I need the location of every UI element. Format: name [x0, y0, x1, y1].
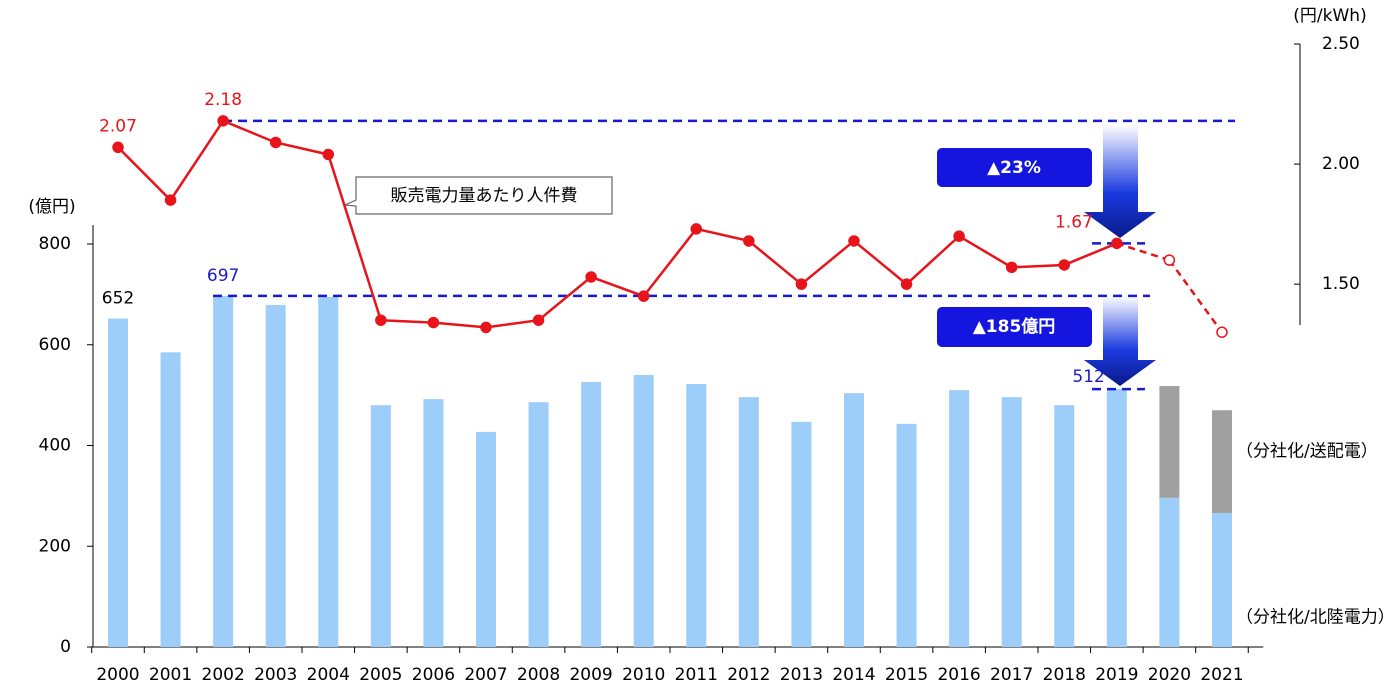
- y-axis-label: (億円): [28, 197, 75, 217]
- bar: [1211, 513, 1232, 647]
- line-point: [427, 316, 440, 329]
- data-label: 512: [1072, 367, 1104, 387]
- bar: [633, 374, 654, 647]
- y-tick-label: 200: [39, 536, 71, 556]
- y-tick-label: 800: [39, 234, 71, 254]
- x-tick-label: 2005: [359, 665, 402, 685]
- y2-tick-label: 2.50: [1322, 34, 1360, 54]
- bar: [108, 318, 128, 647]
- line-point: [953, 230, 965, 242]
- bar: [581, 382, 602, 647]
- bar: [686, 384, 707, 647]
- x-tick-label: 2002: [202, 665, 245, 685]
- line: [117, 119, 1118, 329]
- line-point: [900, 278, 913, 290]
- bar: [1159, 386, 1180, 498]
- line-point: [795, 278, 808, 290]
- data-label: 1.67: [1055, 212, 1093, 232]
- x-tick-label: 2010: [622, 665, 665, 685]
- x-tick-label: 2009: [569, 665, 612, 685]
- line-point: [743, 235, 755, 247]
- y-tick-label: 0: [60, 637, 71, 657]
- bar: [370, 405, 391, 647]
- y2-axis-label: (円/kWh): [1293, 6, 1366, 26]
- bar: [791, 421, 812, 647]
- x-tick-label: 2014: [832, 665, 875, 685]
- bar: [1159, 497, 1180, 647]
- legend-label: （分社化/送配電）: [1236, 441, 1378, 461]
- x-tick-label: 2003: [254, 665, 297, 685]
- x-tick-label: 2017: [990, 665, 1033, 685]
- annotation-box: [937, 307, 1092, 347]
- x-tick-label: 2006: [412, 665, 455, 685]
- x-tick-label: 2013: [780, 665, 823, 685]
- annotation-text: ▲185億円: [973, 316, 1056, 337]
- line-connector: [1116, 242, 1170, 262]
- bar: [1211, 410, 1232, 514]
- line-point: [690, 223, 703, 235]
- data-label: 2.07: [99, 116, 137, 136]
- y2-tick-label: 1.50: [1322, 274, 1360, 294]
- line: [1168, 259, 1223, 333]
- data-label: 2.18: [204, 90, 242, 110]
- bar: [896, 423, 917, 647]
- line-point: [1216, 326, 1228, 338]
- x-tick-label: 2016: [937, 665, 980, 685]
- bar: [1054, 405, 1075, 647]
- x-tick-label: 2019: [1095, 665, 1138, 685]
- line-point: [112, 141, 124, 154]
- line-point: [637, 290, 650, 302]
- line-point: [848, 235, 860, 247]
- bar: [528, 402, 549, 647]
- x-tick-label: 2011: [675, 665, 718, 685]
- line-point: [1163, 254, 1176, 266]
- bar: [949, 390, 970, 647]
- x-tick-label: 2004: [307, 665, 350, 685]
- arrow: [1084, 296, 1156, 386]
- bar: [475, 431, 496, 647]
- y2-tick-label: 2.00: [1322, 154, 1360, 174]
- bar: [738, 397, 759, 647]
- bar: [423, 399, 444, 647]
- x-tick-label: 2007: [464, 665, 507, 685]
- x-tick-label: 2000: [96, 665, 139, 685]
- legend-label: （分社化/北陸電力）: [1236, 608, 1395, 628]
- bar: [213, 295, 234, 647]
- line-point: [322, 148, 335, 161]
- x-tick-label: 2001: [149, 665, 192, 685]
- line-point: [1005, 261, 1018, 274]
- x-tick-label: 2021: [1200, 665, 1243, 685]
- annotation-text: ▲23%: [987, 158, 1041, 178]
- arrow: [1084, 125, 1156, 238]
- line-point: [269, 136, 282, 149]
- bar: [843, 393, 864, 647]
- line-point: [375, 314, 387, 326]
- callout-box: [342, 176, 613, 215]
- x-tick-label: 2018: [1043, 665, 1086, 685]
- annotation-box: [937, 148, 1092, 187]
- x-tick-label: 2020: [1148, 665, 1191, 685]
- bar: [318, 296, 339, 647]
- bar: [1001, 397, 1022, 647]
- line-point: [480, 321, 492, 334]
- data-label: 697: [207, 266, 239, 286]
- line-point: [585, 271, 597, 283]
- y-tick-label: 400: [39, 436, 71, 456]
- line-point: [1058, 259, 1071, 271]
- y-tick-label: 600: [39, 335, 71, 355]
- x-tick-label: 2012: [727, 665, 770, 685]
- x-tick-label: 2008: [517, 665, 560, 685]
- line-point: [532, 314, 545, 326]
- x-tick-label: 2015: [885, 665, 928, 685]
- line-point: [217, 115, 229, 127]
- bar: [1106, 389, 1127, 647]
- line-point: [164, 194, 177, 206]
- callout-text: 販売電力量あたり人件費: [391, 186, 578, 206]
- bar: [265, 304, 286, 647]
- data-label: 652: [102, 289, 134, 309]
- bar: [160, 352, 181, 647]
